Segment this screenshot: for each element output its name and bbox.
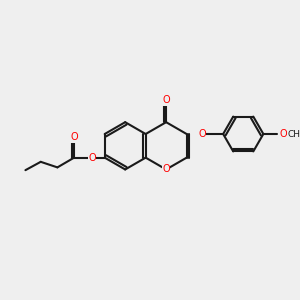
Text: O: O: [198, 129, 206, 139]
Text: O: O: [70, 132, 78, 142]
Text: CH₃: CH₃: [287, 130, 300, 139]
Text: O: O: [279, 129, 286, 139]
Text: O: O: [162, 164, 170, 175]
Text: O: O: [162, 95, 170, 106]
Text: O: O: [88, 153, 96, 163]
